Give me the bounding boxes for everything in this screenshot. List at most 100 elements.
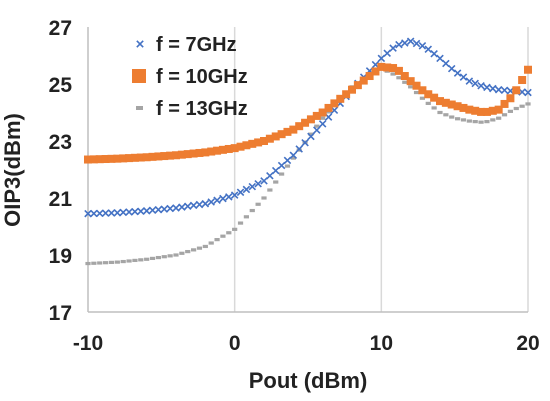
data-point: [408, 85, 414, 89]
data-point: [494, 105, 503, 114]
data-point: [242, 141, 251, 150]
y-tick-label: 27: [49, 17, 72, 40]
data-point: [318, 120, 327, 128]
data-point: [307, 132, 315, 141]
data-point: [524, 88, 532, 97]
data-point: [447, 64, 456, 73]
data-point: [101, 155, 110, 164]
data-point: [443, 113, 449, 117]
data-point: [149, 256, 156, 261]
data-point: [236, 142, 245, 151]
data-point: [377, 54, 386, 63]
data-point: [412, 81, 421, 90]
data-point: [125, 208, 133, 216]
data-point: [518, 76, 527, 85]
data-point: [383, 49, 391, 57]
data-point: [185, 249, 191, 254]
data-point: [289, 125, 298, 134]
data-point: [501, 113, 508, 117]
legend-marker: [136, 40, 144, 48]
data-point: [401, 39, 409, 47]
data-point: [436, 54, 444, 63]
data-point: [226, 231, 232, 235]
data-point: [418, 42, 427, 50]
series-1: [84, 37, 532, 218]
data-point: [296, 148, 302, 152]
data-point: [471, 106, 480, 115]
data-point: [478, 120, 484, 124]
data-point: [178, 203, 186, 211]
data-point: [312, 111, 321, 120]
data-point: [260, 177, 268, 185]
data-point: [97, 261, 103, 265]
data-point: [207, 198, 215, 206]
data-point: [273, 180, 279, 184]
data-point: [237, 221, 244, 225]
data-point: [213, 196, 221, 205]
data-point: [477, 107, 486, 116]
data-point: [500, 86, 509, 95]
data-point: [154, 152, 163, 161]
data-point: [271, 132, 280, 141]
data-point: [424, 45, 433, 53]
data-point: [183, 150, 192, 159]
data-point: [365, 72, 374, 81]
data-point: [103, 261, 109, 265]
data-point: [494, 85, 503, 94]
data-point: [320, 116, 326, 120]
data-point: [377, 62, 386, 71]
data-point: [395, 40, 403, 49]
data-point: [465, 77, 474, 85]
y-tick-label: 23: [49, 131, 72, 154]
data-point: [277, 161, 286, 170]
data-point: [220, 234, 226, 238]
data-point: [477, 81, 485, 90]
x-tick-label: -10: [73, 332, 103, 355]
data-point: [342, 90, 351, 99]
data-point: [114, 260, 120, 264]
data-point: [524, 65, 532, 74]
data-point: [142, 207, 151, 215]
data-point: [265, 134, 274, 143]
data-point: [154, 205, 163, 214]
data-point: [254, 179, 262, 188]
data-point: [260, 137, 268, 145]
legend: f = 7GHz f = 10GHz f = 13GHz: [132, 34, 248, 120]
data-point: [295, 145, 303, 153]
data-point: [255, 202, 261, 206]
data-point: [208, 241, 214, 245]
data-point: [442, 59, 450, 68]
data-point: [449, 115, 455, 119]
data-point: [248, 182, 257, 191]
data-point: [506, 94, 515, 103]
data-point: [84, 209, 92, 218]
data-point: [89, 155, 98, 164]
data-point: [142, 153, 151, 162]
data-point: [138, 258, 144, 262]
data-point: [441, 98, 450, 107]
data-point: [130, 153, 139, 162]
legend-marker: [136, 106, 143, 110]
data-point: [167, 254, 173, 258]
data-point: [248, 139, 257, 148]
data-point: [207, 147, 216, 156]
legend-label: f = 13GHz: [156, 98, 248, 120]
data-point: [483, 83, 491, 92]
data-point: [195, 200, 204, 209]
data-point: [383, 63, 392, 72]
x-tick-label: 0: [229, 332, 241, 355]
x-axis-label: Pout (dBm): [249, 368, 368, 393]
series-2: [84, 62, 532, 164]
data-point: [267, 188, 273, 192]
data-point: [261, 196, 267, 200]
data-point: [466, 119, 472, 123]
data-point: [160, 152, 169, 161]
data-point: [283, 127, 292, 136]
data-point: [91, 261, 97, 265]
legend-item: f = 10GHz: [132, 66, 248, 88]
y-tick-label: 21: [49, 188, 73, 211]
data-point: [419, 96, 425, 100]
data-point: [359, 76, 368, 85]
data-point: [219, 194, 227, 203]
data-point: [371, 67, 380, 76]
